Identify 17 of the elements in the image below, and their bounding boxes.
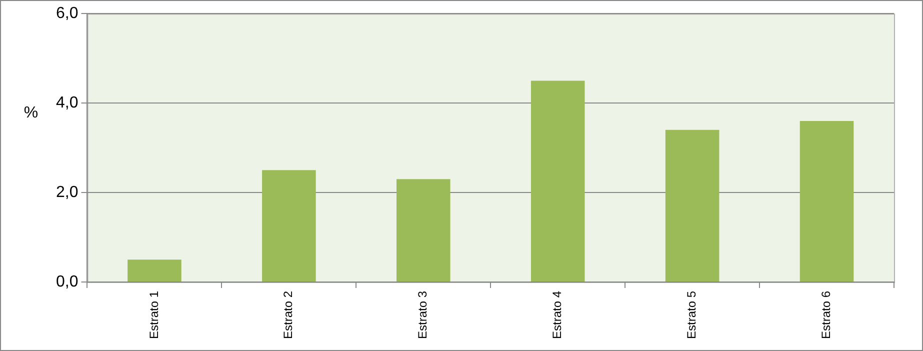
bar — [128, 260, 182, 282]
bar — [396, 179, 450, 282]
y-tick-label: 6,0 — [56, 5, 78, 22]
x-tick-label: Estrato 4 — [550, 290, 564, 340]
y-axis-title: % — [24, 104, 38, 122]
x-tick-label: Estrato 1 — [146, 290, 161, 340]
x-tick-label: Estrato 2 — [281, 290, 296, 340]
y-tick-label: 4,0 — [56, 94, 78, 112]
y-tick-label: 0,0 — [56, 273, 78, 290]
x-tick-label: Estrato 5 — [684, 290, 699, 340]
bar — [530, 80, 585, 282]
x-tick-label: Estrato 3 — [416, 290, 430, 340]
x-tick-label: Estrato 6 — [819, 290, 834, 340]
bar — [665, 130, 720, 282]
bar — [262, 170, 316, 282]
y-tick-label: 2,0 — [56, 184, 78, 201]
bar — [800, 120, 854, 282]
